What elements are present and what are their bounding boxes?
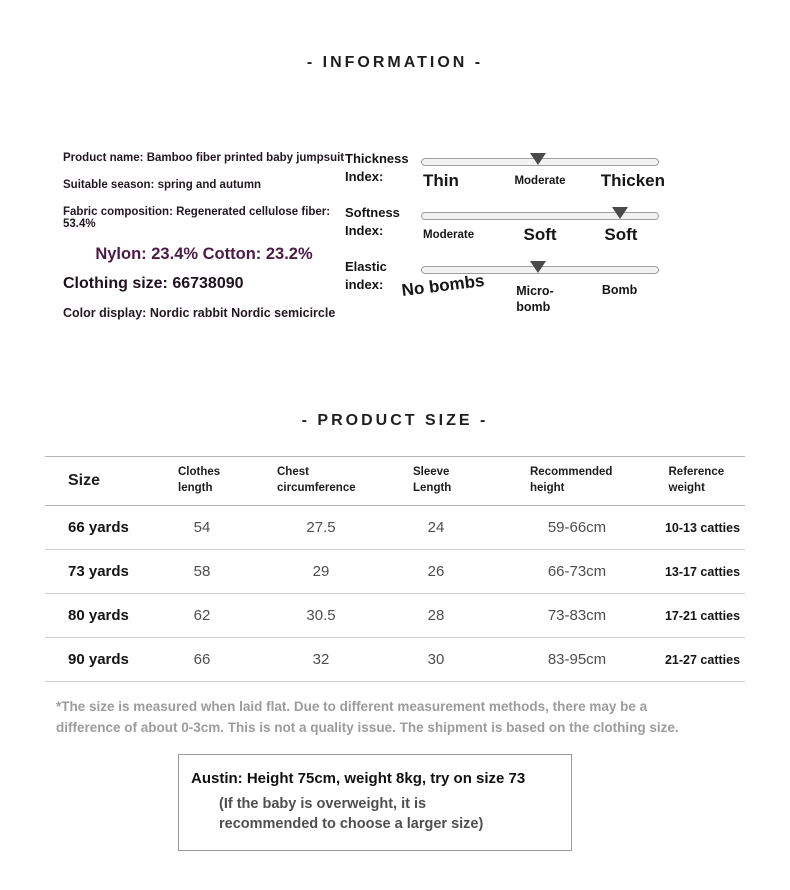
softness-index-row: Softness Index: Moderate Soft Soft xyxy=(345,204,790,251)
cell-clothes-length: 54 xyxy=(140,505,264,550)
fabric-composition-highlight-text: Nylon: 23.4% Cotton: 23.2% xyxy=(95,245,313,263)
cell-clothes-length: 58 xyxy=(140,549,264,594)
model-tryon-line: Austin: Height 75cm, weight 8kg, try on … xyxy=(191,769,526,787)
elastic-index-label: Elastic index: xyxy=(345,259,387,292)
thickness-slider-track xyxy=(421,153,659,166)
thickness-option-thicken: Thicken xyxy=(600,171,665,190)
elastic-options: No bombs Micro-bomb Bomb xyxy=(401,271,659,319)
cell-sleeve: 26 xyxy=(378,549,494,594)
table-row-66-yards: 66 yards 54 27.5 24 59-66cm 10-13 cattie… xyxy=(45,505,745,550)
cell-size: 80 yards xyxy=(45,593,140,638)
cell-chest: 27.5 xyxy=(264,505,378,550)
elastic-slider: No bombs Micro-bomb Bomb xyxy=(401,258,659,319)
table-row-90-yards: 90 yards 66 32 30 83-95cm 21-27 catties xyxy=(45,637,745,682)
elastic-option-bomb: Bomb xyxy=(601,283,638,297)
product-name-text: Product name: Bamboo fiber printed baby … xyxy=(63,152,345,164)
table-row-73-yards: 73 yards 58 29 26 66-73cm 13-17 catties xyxy=(45,549,745,594)
cell-sleeve: 30 xyxy=(378,637,494,682)
size-table-header-row: Size Clothes length Chest circumference … xyxy=(45,456,745,506)
cell-size: 90 yards xyxy=(45,637,140,682)
thickness-slider: Thin Moderate Thicken xyxy=(421,150,665,197)
column-header-size: Size xyxy=(45,456,140,506)
suitable-season-text: Suitable season: spring and autumn xyxy=(63,179,262,191)
cell-size: 66 yards xyxy=(45,505,140,550)
cell-height: 83-95cm xyxy=(494,637,660,682)
clothing-size-text: Clothing size: 66738090 xyxy=(63,275,244,292)
cell-clothes-length: 62 xyxy=(140,593,264,638)
model-tryon-note-box: Austin: Height 75cm, weight 8kg, try on … xyxy=(178,753,572,852)
size-table: Size Clothes length Chest circumference … xyxy=(45,456,745,682)
column-header-reference-weight: Reference weight xyxy=(660,456,745,506)
product-size-section-title: - PRODUCT SIZE - xyxy=(301,412,489,429)
table-row-80-yards: 80 yards 62 30.5 28 73-83cm 17-21 cattie… xyxy=(45,593,745,638)
softness-option-soft-right: Soft xyxy=(604,225,638,244)
cell-size: 73 yards xyxy=(45,549,140,594)
column-header-chest-circumference: Chest circumference xyxy=(264,456,378,506)
cell-weight: 21-27 catties xyxy=(660,637,745,682)
cell-weight: 13-17 catties xyxy=(660,549,745,594)
thickness-options: Thin Moderate Thicken xyxy=(421,169,665,197)
softness-index-label: Softness Index: xyxy=(345,205,400,238)
softness-option-moderate: Moderate xyxy=(423,229,475,241)
cell-height: 73-83cm xyxy=(494,593,660,638)
cell-weight: 17-21 catties xyxy=(660,593,745,638)
cell-clothes-length: 66 xyxy=(140,637,264,682)
column-header-sleeve-length: Sleeve Length xyxy=(378,456,494,506)
information-section-title: - INFORMATION - xyxy=(306,54,484,71)
product-details: Product name: Bamboo fiber printed baby … xyxy=(0,148,345,326)
softness-option-soft-mid: Soft xyxy=(523,225,557,244)
thickness-option-moderate: Moderate xyxy=(514,175,566,187)
information-section: Product name: Bamboo fiber printed baby … xyxy=(0,148,790,326)
elastic-index-row: Elastic index: No bombs Micro-bomb Bomb xyxy=(345,258,790,319)
cell-height: 59-66cm xyxy=(494,505,660,550)
cell-chest: 32 xyxy=(264,637,378,682)
elastic-option-micro-bomb: Micro-bomb xyxy=(516,284,554,315)
thickness-marker-icon xyxy=(529,153,546,165)
softness-options: Moderate Soft Soft xyxy=(421,223,659,251)
column-header-clothes-length: Clothes length xyxy=(140,456,264,506)
thickness-option-thin: Thin xyxy=(423,171,459,190)
thickness-index-label: Thickness Index: xyxy=(345,151,409,184)
cell-weight: 10-13 catties xyxy=(660,505,745,550)
model-tryon-advice: (If the baby is overweight, it is recomm… xyxy=(219,795,484,833)
fabric-composition-text: Fabric composition: Regenerated cellulos… xyxy=(63,206,331,230)
cell-chest: 30.5 xyxy=(264,593,378,638)
cell-sleeve: 24 xyxy=(378,505,494,550)
cell-sleeve: 28 xyxy=(378,593,494,638)
color-display-text: Color display: Nordic rabbit Nordic semi… xyxy=(63,306,336,320)
cell-height: 66-73cm xyxy=(494,549,660,594)
softness-slider: Moderate Soft Soft xyxy=(421,204,659,251)
index-sliders: Thickness Index: Thin Moderate Thicken xyxy=(345,148,790,326)
thickness-index-row: Thickness Index: Thin Moderate Thicken xyxy=(345,150,790,197)
softness-marker-icon xyxy=(612,207,629,219)
softness-slider-track xyxy=(421,207,659,220)
column-header-recommended-height: Recommended height xyxy=(494,456,660,506)
elastic-slider-track xyxy=(421,261,659,274)
size-measurement-footnote: *The size is measured when laid flat. Du… xyxy=(56,699,679,735)
elastic-marker-icon xyxy=(529,261,546,273)
cell-chest: 29 xyxy=(264,549,378,594)
